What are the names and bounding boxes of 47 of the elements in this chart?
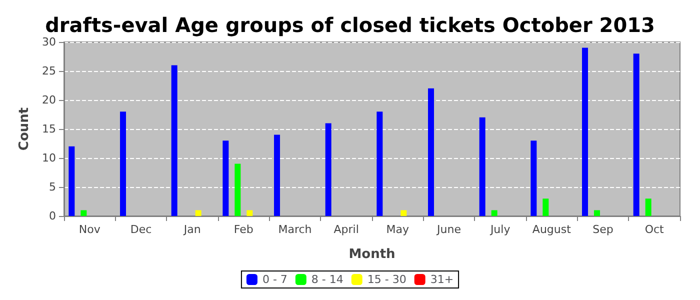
bar bbox=[222, 140, 229, 216]
y-tick-label: 5 bbox=[49, 180, 56, 194]
bar bbox=[400, 210, 407, 216]
bar bbox=[633, 54, 640, 216]
chart-title: drafts-eval Age groups of closed tickets October 2013 bbox=[45, 13, 655, 37]
x-tick-label: June bbox=[436, 223, 462, 236]
bar bbox=[274, 134, 280, 216]
x-tick-label: August bbox=[532, 223, 572, 236]
legend-label: 8 - 14 bbox=[311, 273, 344, 286]
bar bbox=[530, 140, 537, 216]
bar bbox=[120, 112, 126, 216]
x-axis-title: Month bbox=[348, 247, 396, 262]
bar bbox=[594, 210, 600, 216]
bar bbox=[479, 117, 486, 216]
legend-label: 15 - 30 bbox=[367, 273, 406, 286]
y-tick-label: 10 bbox=[42, 152, 56, 164]
bar bbox=[195, 210, 202, 216]
y-tick-label: 15 bbox=[42, 122, 56, 136]
bar bbox=[325, 123, 332, 216]
bar bbox=[582, 48, 588, 216]
bar bbox=[234, 164, 241, 216]
y-axis-title: Count bbox=[17, 107, 32, 151]
x-tick-label: Dec bbox=[130, 223, 152, 236]
x-tick-label: Feb bbox=[234, 223, 254, 236]
y-tick-label: 0 bbox=[49, 210, 56, 222]
bar bbox=[491, 210, 498, 216]
bar bbox=[68, 146, 75, 216]
bar bbox=[645, 198, 652, 216]
x-tick-label: Sep bbox=[592, 223, 614, 236]
bar bbox=[428, 88, 434, 216]
bar bbox=[80, 210, 87, 216]
y-tick-label: 20 bbox=[42, 94, 56, 106]
y-tick-label: 30 bbox=[42, 36, 56, 48]
bar bbox=[376, 112, 383, 216]
x-tick-label: Nov bbox=[78, 223, 101, 236]
bar bbox=[542, 198, 549, 216]
x-tick-label: July bbox=[489, 223, 511, 236]
x-tick-label: March bbox=[278, 223, 312, 236]
y-tick-label: 25 bbox=[42, 64, 56, 78]
legend-label: 0 - 7 bbox=[262, 273, 288, 286]
x-tick-label: May bbox=[386, 223, 410, 236]
legend-label: 31+ bbox=[430, 273, 454, 286]
x-tick-label: Jan bbox=[182, 223, 201, 236]
x-tick-label: Oct bbox=[644, 223, 665, 236]
x-tick-label: April bbox=[334, 223, 359, 236]
bar bbox=[246, 210, 253, 216]
bar bbox=[171, 65, 178, 216]
